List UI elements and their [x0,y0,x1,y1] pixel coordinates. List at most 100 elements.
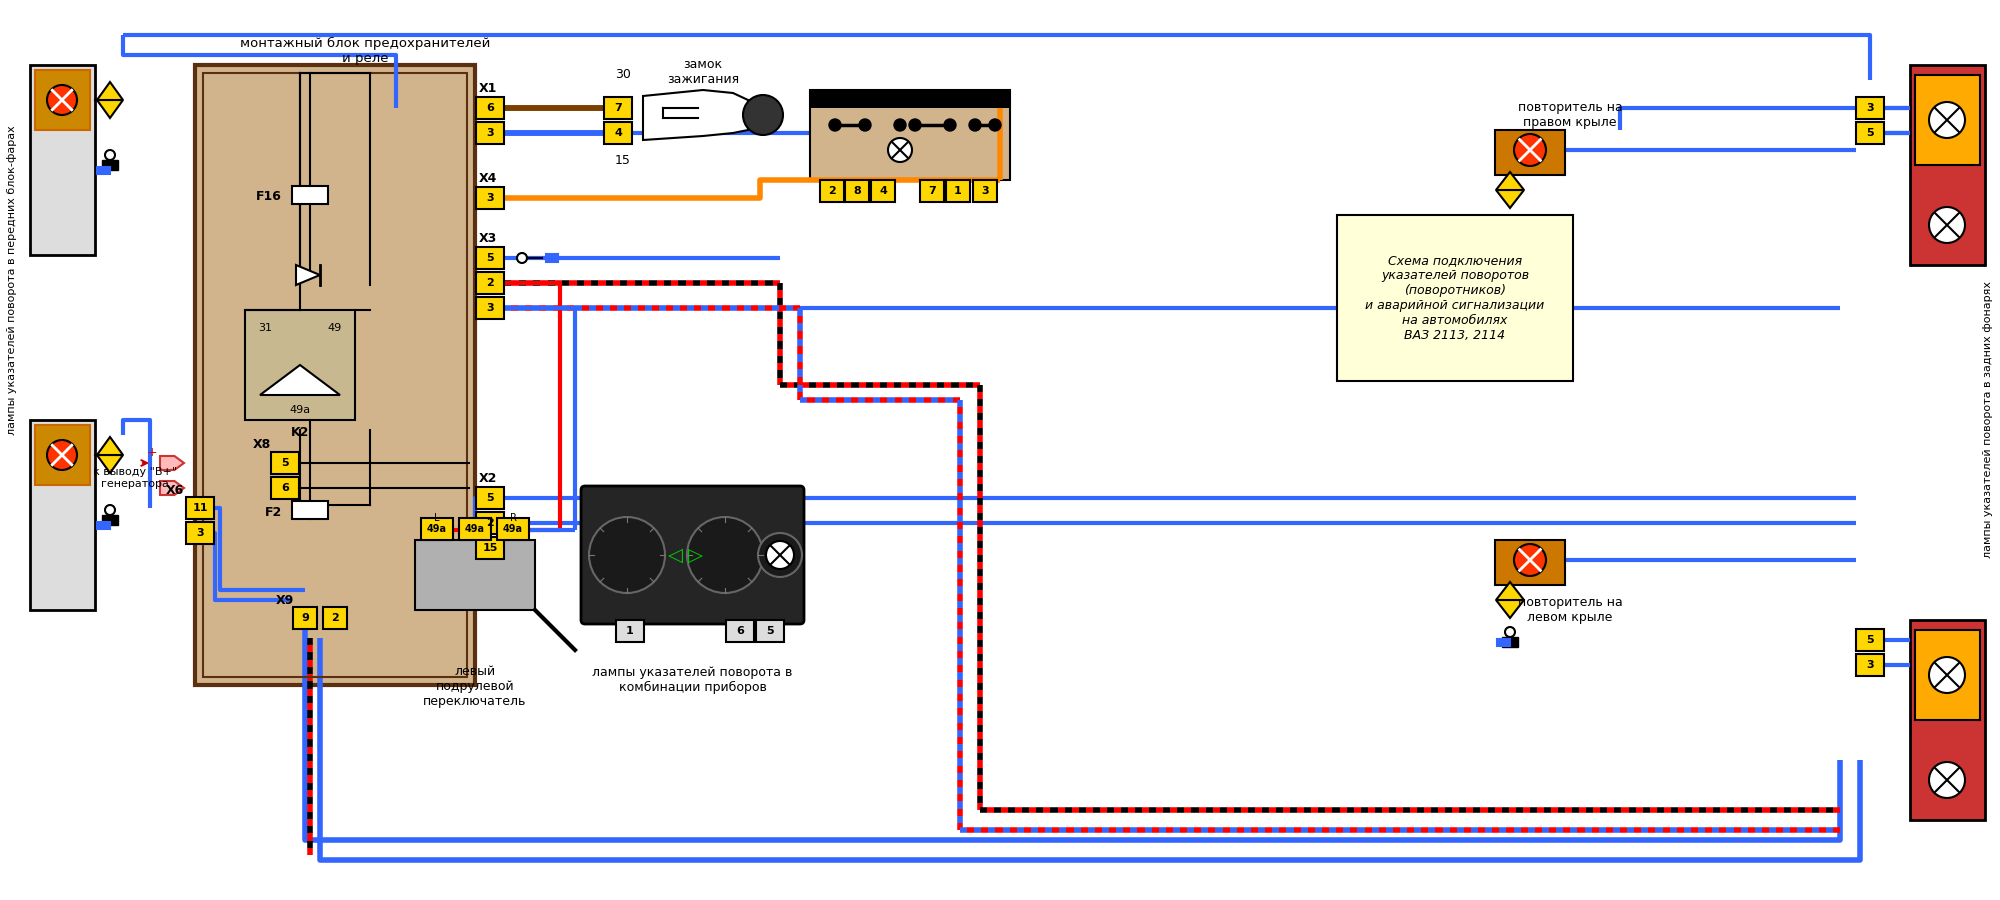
Text: ▷: ▷ [688,545,702,564]
Bar [1496,229,1510,236]
Text: лампы указателей поворота в
комбинации приборов: лампы указателей поворота в комбинации п… [592,666,792,694]
Text: 9: 9 [302,613,308,623]
Text: X3: X3 [478,231,498,245]
Text: L: L [434,513,440,523]
Polygon shape [1496,190,1524,208]
Text: 15: 15 [482,543,498,553]
Bar [292,607,316,629]
Text: 49a: 49a [428,524,448,534]
Circle shape [1506,627,1516,637]
Circle shape [104,150,116,160]
Polygon shape [644,90,764,140]
Circle shape [758,533,802,577]
Text: 11: 11 [192,503,208,513]
Text: 3: 3 [1866,660,1874,670]
Circle shape [860,119,872,131]
Bar [616,620,644,642]
Text: 7: 7 [614,103,622,113]
Text: 3: 3 [1866,103,1874,113]
Text: 3: 3 [982,186,988,196]
Bar [476,122,504,144]
Text: X6: X6 [166,483,184,497]
Bar [1496,540,1564,585]
Text: 49: 49 [328,323,342,333]
Text: 6: 6 [486,103,494,113]
Bar [476,187,504,209]
Bar [476,247,504,269]
Bar [204,73,468,677]
Polygon shape [96,437,124,455]
Text: 49a: 49a [504,524,524,534]
Bar [420,518,452,540]
Circle shape [908,119,920,131]
Bar [102,160,118,170]
Bar [36,425,90,485]
Bar [30,65,96,255]
Bar [476,272,504,294]
Text: ◁: ◁ [668,545,682,564]
Bar [292,501,328,519]
Text: лампы указателей поворота в передних блок-фарах: лампы указателей поворота в передних бло… [6,125,18,435]
Circle shape [744,95,784,135]
Text: 5: 5 [1866,635,1874,645]
Text: 8: 8 [854,186,860,196]
Bar [36,70,90,130]
Bar [820,180,844,202]
Bar [186,522,214,544]
Bar [416,540,536,610]
Text: 5: 5 [486,493,494,503]
Text: 6: 6 [282,483,288,493]
Bar [604,97,632,119]
Bar [1856,654,1884,676]
Bar [272,477,300,499]
Text: 4: 4 [880,186,886,196]
Bar [476,512,504,534]
Text: 5: 5 [282,458,288,468]
Bar [476,97,504,119]
Bar [1856,97,1884,119]
Bar [810,90,1010,180]
Text: X8: X8 [252,438,272,452]
Text: замок
зажигания: замок зажигания [666,58,740,86]
Bar [292,186,328,204]
Bar [96,521,110,528]
Bar [844,180,868,202]
Bar [102,515,118,525]
Bar [1856,122,1884,144]
Polygon shape [160,481,184,495]
Text: Схема подключения
указателей поворотов
(поворотников)
и аварийной сигнализации
н: Схема подключения указателей поворотов (… [1366,254,1544,342]
Polygon shape [160,456,184,470]
Bar [1910,65,1984,265]
Bar [756,620,784,642]
Bar [810,90,1010,108]
Polygon shape [296,265,320,285]
Text: 1: 1 [626,626,634,636]
Text: 30: 30 [616,68,630,82]
Bar [920,180,944,202]
Circle shape [988,119,1002,131]
Circle shape [48,85,76,115]
Text: 6: 6 [736,626,744,636]
Bar [244,310,356,420]
Circle shape [516,253,528,263]
Bar [496,518,528,540]
Bar [1502,227,1518,237]
Bar [476,297,504,319]
Text: 3: 3 [486,193,494,203]
Text: 2: 2 [828,186,836,196]
Bar [476,487,504,509]
Bar [546,254,558,262]
Polygon shape [1496,582,1524,600]
Circle shape [944,119,956,131]
Bar [972,180,996,202]
Bar [460,518,492,540]
Text: R: R [510,513,516,523]
Text: 49a: 49a [464,524,484,534]
Text: монтажный блок предохранителей
и реле: монтажный блок предохранителей и реле [240,37,490,65]
Circle shape [48,440,76,470]
Bar [946,180,970,202]
Text: 3: 3 [196,528,204,538]
Circle shape [688,517,764,593]
Circle shape [588,517,664,593]
Text: к выводу "В+"
генератора: к выводу "В+" генератора [92,467,178,489]
